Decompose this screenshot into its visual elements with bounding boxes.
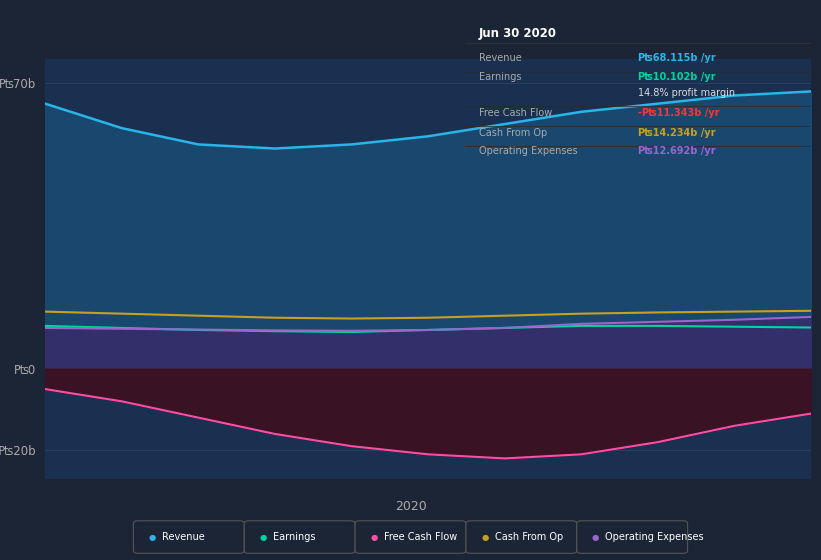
Text: ●: ● xyxy=(481,533,488,542)
Text: 2020: 2020 xyxy=(395,500,426,514)
Text: Cash From Op: Cash From Op xyxy=(494,532,563,542)
Text: ₧14.234b /yr: ₧14.234b /yr xyxy=(637,128,715,138)
Text: Cash From Op: Cash From Op xyxy=(479,128,547,138)
Text: 14.8% profit margin: 14.8% profit margin xyxy=(637,87,735,97)
Text: ●: ● xyxy=(370,533,378,542)
Text: Earnings: Earnings xyxy=(273,532,315,542)
Text: Free Cash Flow: Free Cash Flow xyxy=(479,108,552,118)
Text: Revenue: Revenue xyxy=(163,532,205,542)
Text: ●: ● xyxy=(259,533,267,542)
Text: ₧10.102b /yr: ₧10.102b /yr xyxy=(637,72,715,82)
Text: Revenue: Revenue xyxy=(479,53,521,63)
Text: ₧12.692b /yr: ₧12.692b /yr xyxy=(637,146,715,156)
Text: Free Cash Flow: Free Cash Flow xyxy=(384,532,457,542)
Text: ₧68.115b /yr: ₧68.115b /yr xyxy=(637,53,715,63)
Text: Earnings: Earnings xyxy=(479,72,521,82)
Text: Operating Expenses: Operating Expenses xyxy=(479,146,577,156)
Text: Jun 30 2020: Jun 30 2020 xyxy=(479,27,557,40)
Text: ●: ● xyxy=(592,533,599,542)
Text: ●: ● xyxy=(149,533,156,542)
Text: -₧11.343b /yr: -₧11.343b /yr xyxy=(637,108,719,118)
Text: Operating Expenses: Operating Expenses xyxy=(606,532,704,542)
